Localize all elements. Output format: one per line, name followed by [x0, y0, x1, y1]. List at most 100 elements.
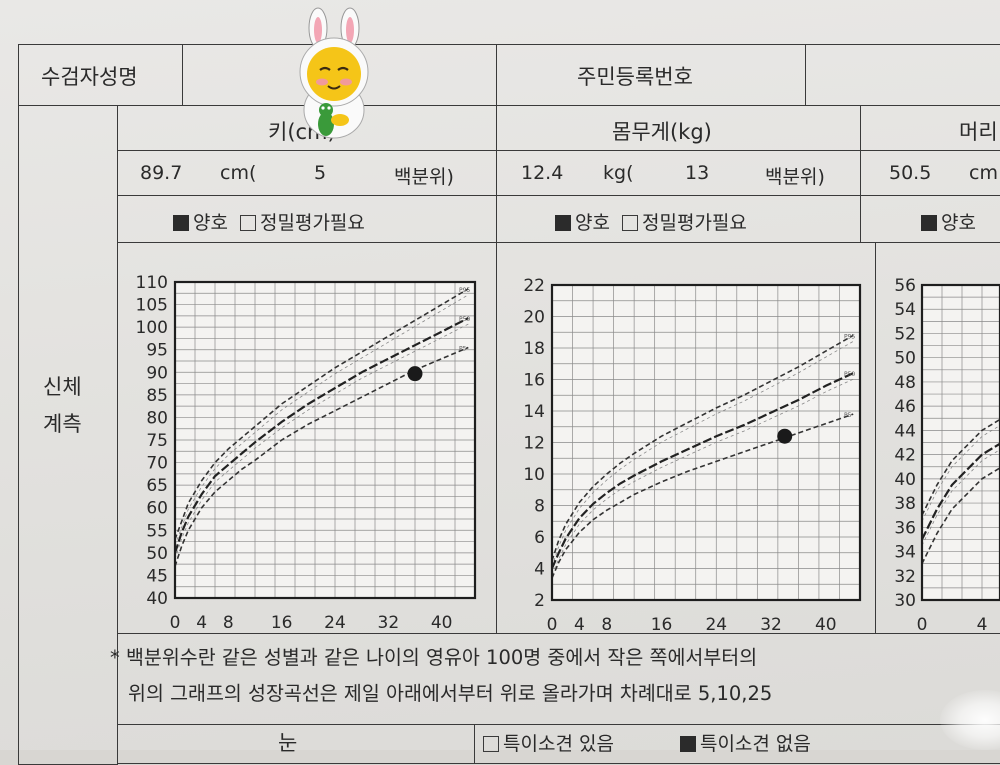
height-chart-x-tick-2: 8 [223, 613, 234, 633]
head-chart-y-tick-1: 32 [894, 567, 916, 587]
height-chart-series-p50 [175, 317, 469, 554]
head-chart-y-tick-7: 44 [894, 421, 916, 441]
height-eval-checkbox[interactable] [240, 215, 257, 231]
weight-chart-curve-label-0: P95 [844, 333, 855, 340]
height-chart-x-tick-0: 0 [170, 613, 181, 633]
weight-chart-y-tick-1: 4 [534, 560, 545, 580]
head-chart-curves [922, 418, 1000, 565]
examinee-name-label: 수검자성명 [41, 65, 138, 89]
weight-chart-curve-label-2: P5 [844, 412, 852, 419]
height-chart-curve-label-0: P95 [459, 287, 470, 294]
weight-chart-y-tick-5: 12 [523, 434, 545, 454]
weight-eval-label: 정밀평가필요 [642, 212, 747, 234]
section-label-line2: 계측 [43, 412, 82, 436]
bunny-character-sticker [299, 7, 369, 139]
weight-chart-x-tick-3: 16 [651, 615, 673, 635]
weight-chart-y-tick-2: 6 [534, 528, 545, 548]
weight-chart-y-tick-9: 20 [523, 308, 545, 328]
head-chart-y-tick-10: 50 [894, 349, 916, 369]
weight-eval-checkbox[interactable] [622, 215, 639, 231]
weight-chart-x-tick-2: 8 [601, 615, 612, 635]
head-chart-x-tick-1: 4 [977, 615, 988, 635]
height-chart-y-tick-6: 70 [146, 454, 168, 474]
head-title: 머리 [959, 120, 998, 144]
head-chart-x-tick-0: 0 [917, 615, 928, 635]
height-chart-y-tick-10: 90 [146, 363, 168, 383]
weight-chart-y-tick-10: 22 [523, 276, 545, 296]
weight-chart-y-tick-3: 8 [534, 497, 545, 517]
height-good-checkbox[interactable] [173, 215, 189, 231]
head-chart-band-p95 [922, 425, 1000, 522]
eye-none-label: 특이소견 없음 [699, 733, 811, 755]
head-good-label: 양호 [941, 212, 976, 234]
eye-label: 눈 [278, 731, 298, 755]
footnote-cell: * 백분위수란 같은 성별과 같은 나이의 영유아 100명 중에서 작은 쪽에… [110, 633, 1000, 725]
height-chart-y-tick-13: 105 [136, 296, 168, 316]
weight-good-checkbox[interactable] [555, 215, 571, 231]
head-chart-y-tick-9: 48 [894, 373, 916, 393]
weight-chart-grid [552, 285, 860, 600]
height-chart-y-tick-12: 100 [136, 318, 168, 338]
weight-chart-x-tick-0: 0 [547, 615, 558, 635]
weight-unit: kg( [603, 162, 634, 184]
height-chart-y-tick-9: 85 [146, 386, 168, 406]
height-chart-series-p95 [175, 288, 469, 540]
height-chart-measurement-point [407, 366, 423, 382]
weight-chart-x-tick-5: 32 [760, 615, 782, 635]
height-chart-band-p50 [175, 323, 469, 560]
head-chart-y-tick-11: 52 [894, 324, 916, 344]
height-chart-curve-label-1: P50 [459, 316, 470, 323]
head-chart-y-tick-12: 54 [894, 300, 916, 320]
head-chart-cell [875, 242, 1000, 634]
height-eval-label: 정밀평가필요 [260, 212, 365, 234]
weight-chart-y-tick-0: 2 [534, 591, 545, 611]
height-chart-y-tick-11: 95 [146, 341, 168, 361]
height-chart-x-tick-5: 32 [378, 613, 400, 633]
height-percentile-label: 백분위) [394, 166, 454, 188]
weight-chart-series-p50 [552, 372, 854, 569]
height-chart-y-tick-5: 65 [146, 476, 168, 496]
height-chart-series-p5 [175, 346, 469, 567]
eye-label-cell: 눈 [117, 724, 475, 764]
head-chart-y-tick-6: 42 [894, 446, 916, 466]
head-chart-y-tick-3: 36 [894, 518, 916, 538]
weight-value: 12.4 [521, 162, 564, 184]
footnote-line1: * 백분위수란 같은 성별과 같은 나이의 영유아 100명 중에서 작은 쪽에… [110, 646, 758, 669]
height-chart-x-tick-3: 16 [271, 613, 293, 633]
weight-chart-curve-label-1: P50 [844, 371, 855, 378]
head-chart-y-tick-13: 56 [894, 276, 916, 296]
head-chart-y-tick-5: 40 [894, 470, 916, 490]
weight-percentile: 13 [685, 162, 710, 184]
weight-chart-y-tick-4: 10 [523, 465, 545, 485]
eye-finding-label: 특이소견 있음 [503, 733, 614, 755]
height-chart-curves [175, 288, 469, 567]
resident-id-label: 주민등록번호 [577, 65, 693, 89]
weight-chart-y-tick-8: 18 [523, 339, 545, 359]
height-value: 89.7 [140, 162, 183, 184]
height-chart-y-tick-7: 75 [146, 431, 168, 451]
head-unit: cm [969, 162, 998, 184]
weight-chart-frame [550, 283, 862, 602]
weight-title: 몸무게(kg) [612, 120, 712, 144]
height-chart-y-tick-4: 60 [146, 499, 168, 519]
head-chart-y-tick-4: 38 [894, 494, 916, 514]
height-chart-band-p95 [175, 294, 469, 546]
weight-chart-series-p95 [552, 334, 854, 561]
head-chart-series-p95 [922, 418, 1000, 516]
height-percentile: 5 [314, 162, 327, 184]
head-good-checkbox[interactable] [921, 215, 937, 231]
height-chart-y-tick-0: 40 [146, 589, 168, 609]
weight-chart-x-tick-4: 24 [705, 615, 727, 635]
head-value: 50.5 [889, 162, 932, 184]
height-chart-x-tick-1: 4 [196, 613, 207, 633]
weight-chart-x-tick-6: 40 [815, 615, 837, 635]
head-chart-grid [922, 285, 1000, 600]
section-label-line1: 신체 [43, 375, 82, 399]
height-chart-y-tick-2: 50 [146, 544, 168, 564]
head-chart-band-p50 [922, 449, 1000, 546]
height-chart-curve-label-2: P5 [459, 345, 467, 352]
height-value-cell: 89.7 cm( 5 백분위) [117, 150, 497, 196]
weight-good-label: 양호 [575, 212, 610, 234]
